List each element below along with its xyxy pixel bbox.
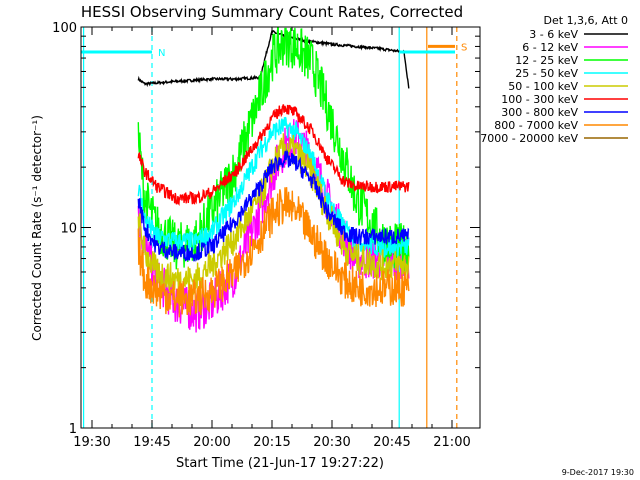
series-line-800to7000keV [137, 187, 410, 318]
chart-title: HESSI Observing Summary Count Rates, Cor… [81, 3, 463, 21]
y-tick-label: 10 [60, 222, 77, 237]
x-tick-label: 20:15 [253, 435, 290, 450]
x-tick-label: 21:00 [433, 435, 470, 450]
x-tick-label: 19:45 [133, 435, 170, 450]
legend-label: 100 - 300 keV [501, 93, 578, 106]
series-line-100to300keV [137, 104, 410, 206]
legend-label: 7000 - 20000 keV [480, 132, 578, 145]
footer-date: 9-Dec-2017 19:30 [562, 468, 634, 477]
y-tick-label: 1 [69, 422, 77, 437]
legend-label: 300 - 800 keV [501, 106, 578, 119]
x-tick-label: 19:30 [73, 435, 110, 450]
legend-label: 6 - 12 keV [522, 41, 578, 54]
legend-title: Det 1,3,6, Att 0 [544, 14, 628, 27]
x-tick-label: 20:30 [313, 435, 350, 450]
x-axis: 19:30 19:45 20:00 20:15 20:30 20:45 21:00 [73, 27, 471, 450]
annotation-label: N [158, 48, 165, 59]
legend-label: 25 - 50 keV [515, 67, 578, 80]
legend-label: 3 - 6 keV [529, 28, 578, 41]
legend-label: 12 - 25 keV [515, 54, 578, 67]
series-line-3to6keV [137, 28, 410, 89]
annotations: NS [81, 42, 467, 59]
y-tick-label: 100 [52, 21, 77, 36]
annotation-label: S [461, 42, 467, 53]
legend-label: 800 - 7000 keV [494, 119, 578, 132]
x-axis-label: Start Time (21-Jun-17 19:27:22) [176, 456, 384, 471]
series-line-300to800keV [137, 149, 410, 262]
x-tick-label: 20:45 [373, 435, 410, 450]
y-axis: 1 10 100 [52, 21, 480, 437]
x-tick-label: 20:00 [193, 435, 230, 450]
series-group [137, 27, 410, 333]
legend-label: 50 - 100 keV [508, 80, 578, 93]
y-axis-label: Corrected Count Rate (s⁻¹ detector⁻¹) [30, 115, 44, 341]
